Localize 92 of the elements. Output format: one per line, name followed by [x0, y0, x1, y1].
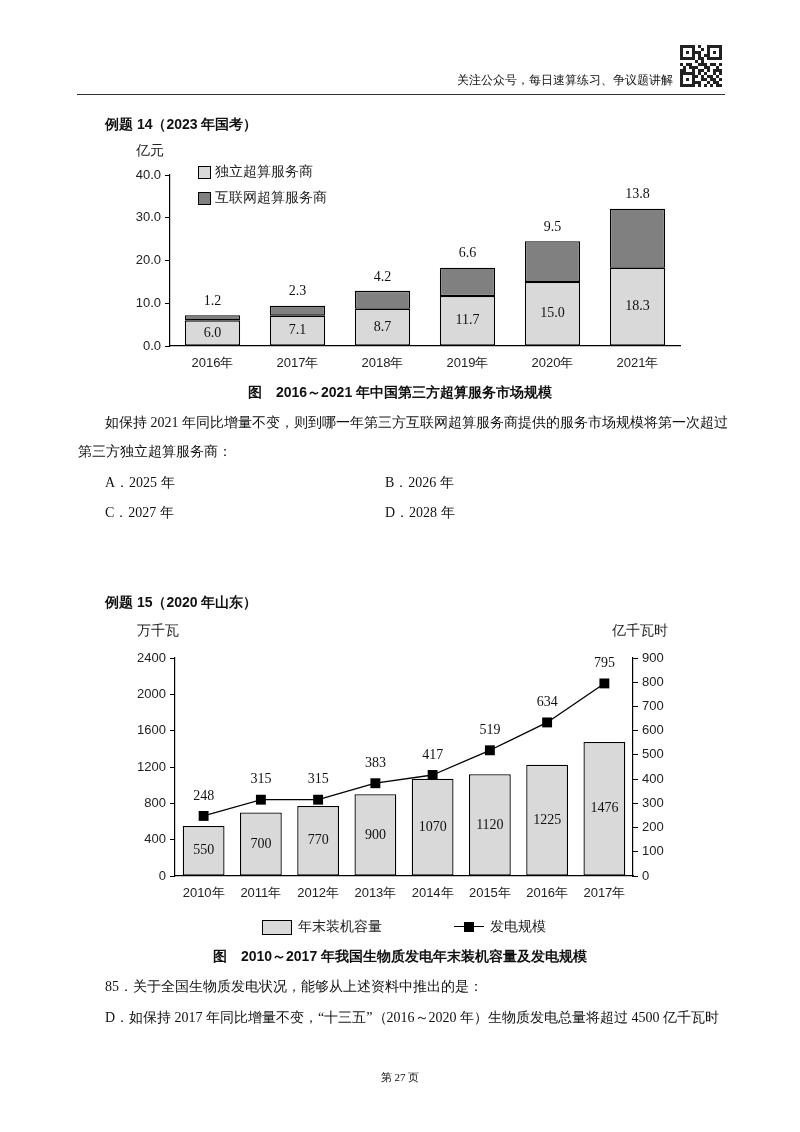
x-tick-label: 2017年 — [276, 355, 319, 371]
data-label: 1476 — [590, 800, 619, 816]
data-label: 8.7 — [373, 318, 392, 334]
y-tick-label: 2400 — [137, 649, 166, 665]
data-label: 770 — [307, 832, 329, 848]
data-label: 13.8 — [625, 186, 650, 202]
x-tick-label: 2015年 — [468, 885, 511, 901]
legend-label: 年末装机容量 — [298, 918, 382, 936]
y2-tick-label: 0 — [642, 867, 650, 883]
x-tick-label: 2018年 — [361, 355, 404, 371]
data-label: 248 — [193, 787, 215, 803]
data-label: 4.2 — [373, 268, 392, 284]
y-axis-title: 亿元 — [136, 142, 164, 160]
y2-tick-label: 900 — [642, 649, 664, 665]
data-label: 7.1 — [288, 322, 307, 338]
point — [255, 794, 266, 805]
x-tick-label: 2020年 — [531, 355, 574, 371]
data-label: 634 — [536, 694, 558, 710]
data-label: 417 — [422, 746, 444, 762]
data-label: 6.6 — [458, 245, 477, 261]
data-label: 1120 — [476, 816, 504, 832]
text: 图 2010～2017 年我国生物质发电年末装机容量及发电规模 — [211, 947, 589, 966]
x-tick-label: 2013年 — [354, 885, 397, 901]
text: D．2028 年 — [385, 504, 455, 522]
y-tick-label: 0.0 — [142, 337, 161, 353]
point — [484, 745, 495, 756]
x-tick-label: 2011年 — [240, 885, 282, 901]
data-label: 315 — [307, 771, 329, 787]
x-tick-label: 2016年 — [191, 355, 234, 371]
point — [198, 810, 209, 821]
y-tick-label: 40.0 — [135, 166, 161, 182]
data-label: 700 — [250, 835, 272, 851]
data-label: 18.3 — [625, 298, 650, 314]
text: C．2027 年 — [105, 504, 174, 522]
y-tick-label: 800 — [144, 794, 166, 810]
text: 图 2016～2021 年中国第三方超算服务市场规模 — [246, 383, 554, 402]
y-axis-title: 万千瓦 — [137, 622, 179, 640]
y2-tick-label: 100 — [642, 843, 664, 859]
data-label: 1.2 — [203, 292, 222, 308]
data-label: 315 — [250, 771, 272, 787]
data-label: 2.3 — [288, 283, 307, 299]
data-label: 9.5 — [543, 218, 562, 234]
point — [370, 778, 381, 789]
text: 如保持 2021 年同比增量不变，则到哪一年第三方互联网超算服务商提供的服务市场规模将第一次超过第三方独立超算服务商： — [78, 414, 729, 461]
data-label: 550 — [193, 842, 215, 858]
text: 例题 14（2023 年国考） — [105, 115, 258, 134]
y-tick-label: 2000 — [137, 685, 166, 701]
y-tick-label: 400 — [144, 831, 166, 847]
point — [599, 678, 610, 689]
y2-tick-label: 400 — [642, 770, 664, 786]
y-tick-label: 1200 — [137, 758, 166, 774]
data-label: 1225 — [533, 811, 562, 827]
text: B．2026 年 — [385, 474, 454, 492]
legend-label: 互联网超算服务商 — [215, 189, 327, 207]
x-tick-label: 2012年 — [297, 885, 340, 901]
text: 关注公众号，每日速算练习、争议题讲解 — [457, 72, 673, 88]
x-tick-label: 2016年 — [526, 885, 569, 901]
legend-label: 发电规模 — [490, 918, 546, 936]
legend-label: 独立超算服务商 — [215, 163, 313, 181]
data-label: 11.7 — [455, 312, 480, 328]
y2-axis-title: 亿千瓦时 — [612, 622, 668, 640]
y2-tick-label: 200 — [642, 819, 664, 835]
data-label: 6.0 — [203, 324, 222, 340]
point — [427, 770, 438, 780]
x-tick-label: 2019年 — [446, 355, 489, 371]
point — [313, 794, 324, 805]
text: A．2025 年 — [105, 474, 175, 492]
text: 85．关于全国生物质发电状况，能够从上述资料中推出的是： — [104, 978, 484, 996]
x-tick-label: 2010年 — [182, 885, 225, 901]
y-tick-label: 10.0 — [135, 294, 161, 310]
text: D．如保持 2017 年同比增量不变，“十三五”（2016～2020 年）生物质发电总量将超过 4500 亿千瓦时 — [104, 1009, 721, 1027]
y-tick-label: 1600 — [137, 722, 166, 738]
y2-tick-label: 700 — [642, 698, 664, 714]
y2-tick-label: 800 — [642, 673, 664, 689]
x-tick-label: 2021年 — [616, 355, 659, 371]
data-label: 383 — [364, 754, 386, 770]
data-label: 795 — [593, 655, 615, 671]
data-label: 900 — [364, 826, 386, 842]
text: 第 27 页 — [379, 1070, 421, 1085]
data-label: 1070 — [418, 818, 447, 834]
y-tick-label: 30.0 — [135, 209, 161, 225]
x-tick-label: 2017年 — [583, 885, 626, 901]
point — [542, 717, 553, 728]
y-tick-label: 20.0 — [135, 252, 161, 268]
data-label: 15.0 — [540, 305, 565, 321]
y2-tick-label: 300 — [642, 794, 664, 810]
data-label: 519 — [479, 721, 501, 737]
y2-tick-label: 500 — [642, 746, 664, 762]
text: 例题 15（2020 年山东） — [105, 593, 258, 612]
x-tick-label: 2014年 — [411, 885, 454, 901]
y2-tick-label: 600 — [642, 722, 664, 738]
y-tick-label: 0 — [158, 867, 166, 883]
